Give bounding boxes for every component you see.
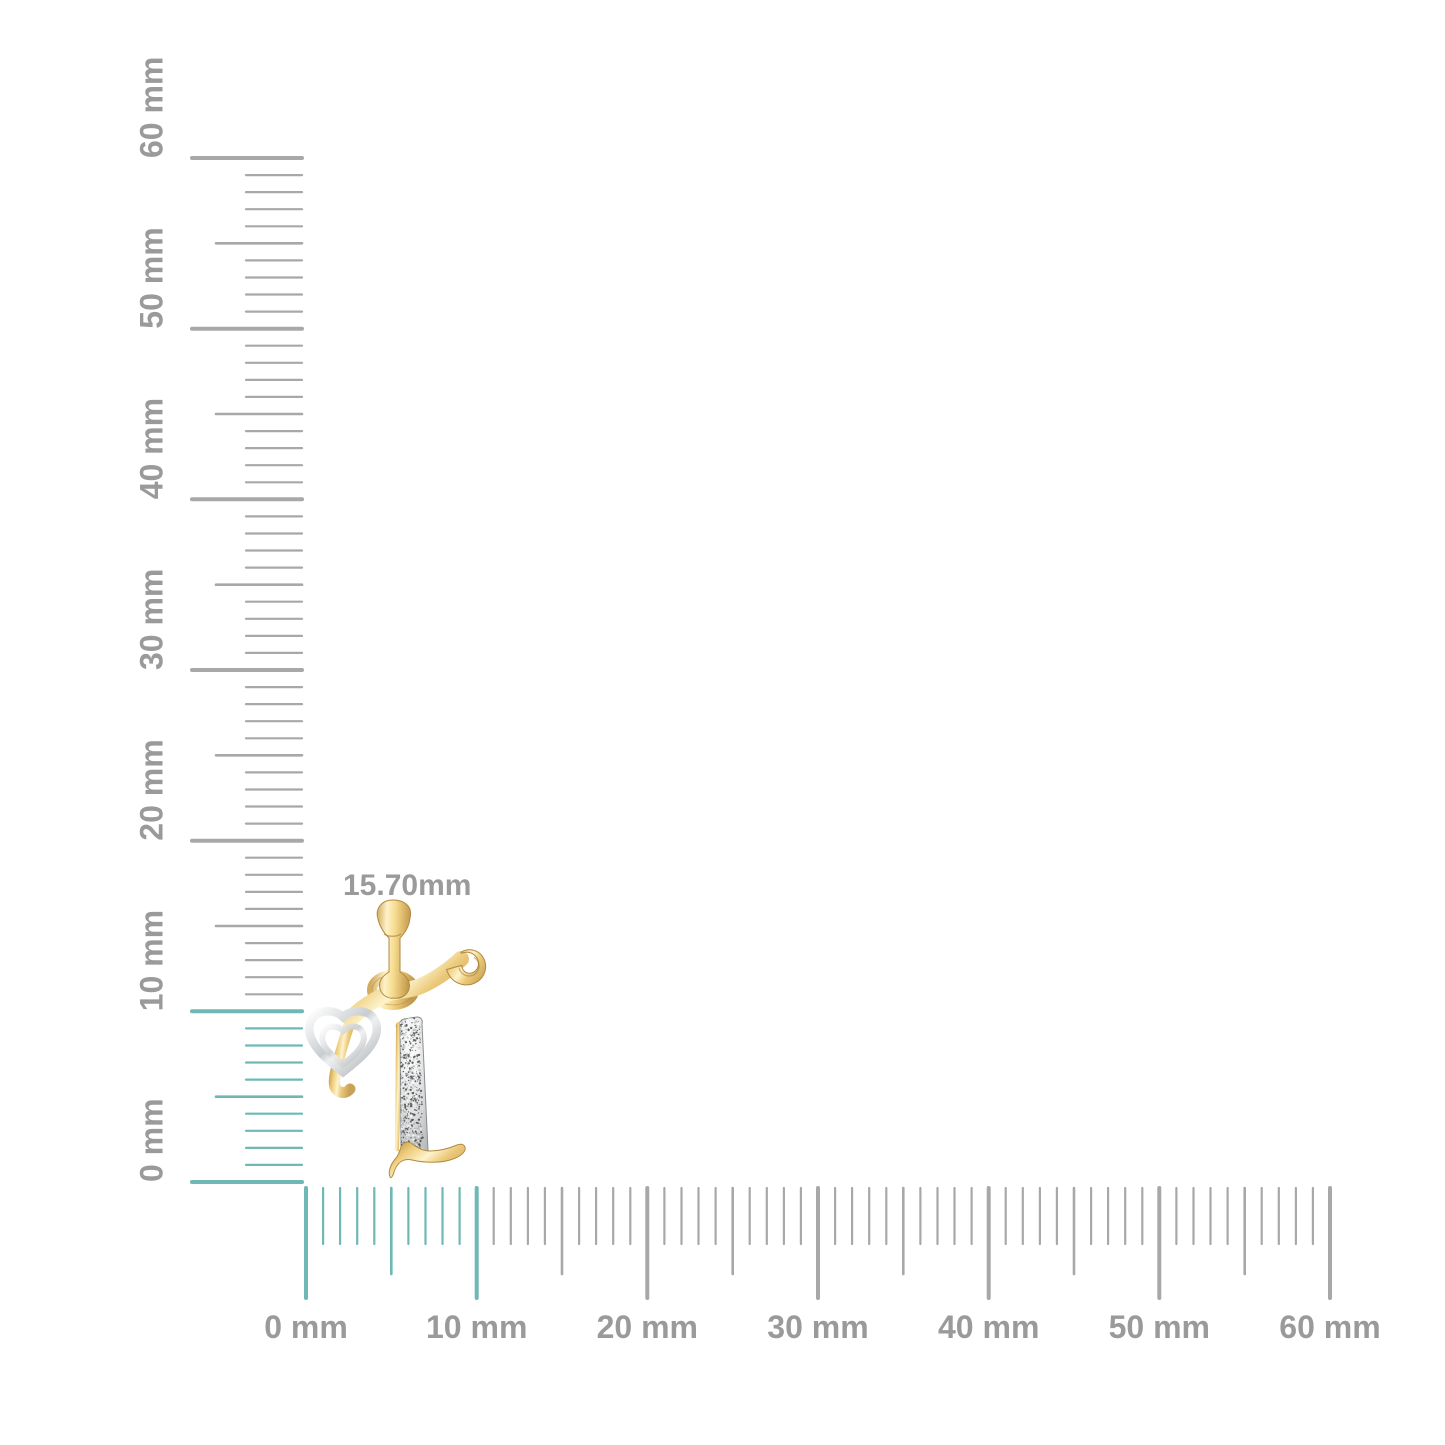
svg-text:30 mm: 30 mm <box>767 1309 868 1345</box>
svg-text:30 mm: 30 mm <box>133 569 169 670</box>
svg-text:0 mm: 0 mm <box>264 1309 348 1345</box>
svg-text:40 mm: 40 mm <box>938 1309 1039 1345</box>
svg-text:50 mm: 50 mm <box>133 227 169 328</box>
svg-text:20 mm: 20 mm <box>597 1309 698 1345</box>
svg-text:40 mm: 40 mm <box>133 398 169 499</box>
svg-text:15.70mm: 15.70mm <box>343 869 471 902</box>
svg-text:10 mm: 10 mm <box>426 1309 527 1345</box>
svg-text:0 mm: 0 mm <box>133 1098 169 1182</box>
svg-text:20 mm: 20 mm <box>133 739 169 840</box>
svg-text:10 mm: 10 mm <box>133 910 169 1011</box>
svg-text:60 mm: 60 mm <box>133 57 169 158</box>
svg-text:50 mm: 50 mm <box>1109 1309 1210 1345</box>
svg-text:60 mm: 60 mm <box>1279 1309 1380 1345</box>
